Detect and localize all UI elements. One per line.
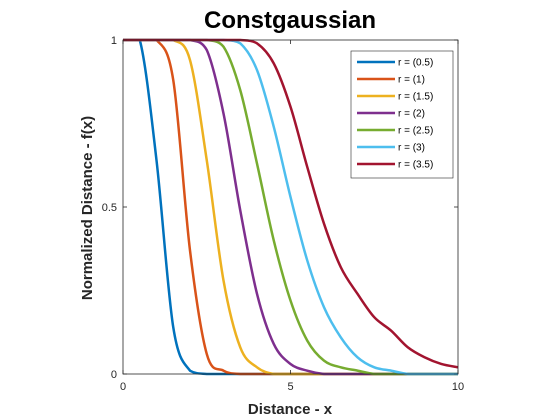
legend-entry-5: r = (2.5) [398,126,433,137]
legend-entry-7: r = (3.5) [398,160,433,171]
y-tick-label: 0.5 [102,202,117,214]
x-tick-label: 0 [120,381,126,393]
legend-entry-2: r = (1) [398,75,425,86]
x-tick-label: 10 [452,381,464,393]
x-tick-label: 5 [287,381,293,393]
legend: r = (0.5) r = (1) r = (1.5) r = (2) r = (2.5… [350,50,454,179]
y-tick-label: 0 [111,369,117,381]
legend-box [350,50,454,179]
legend-entry-4: r = (2) [398,109,425,120]
x-axis-label: Distance - x [248,401,333,418]
legend-entry-1: r = (0.5) [398,58,433,69]
y-axis-label: Normalized Distance - f(x) [79,116,96,300]
legend-entry-6: r = (3) [398,143,425,154]
chart-title: Constgaussian [204,7,376,34]
legend-entry-3: r = (1.5) [398,92,433,103]
y-tick-label: 1 [111,35,117,47]
